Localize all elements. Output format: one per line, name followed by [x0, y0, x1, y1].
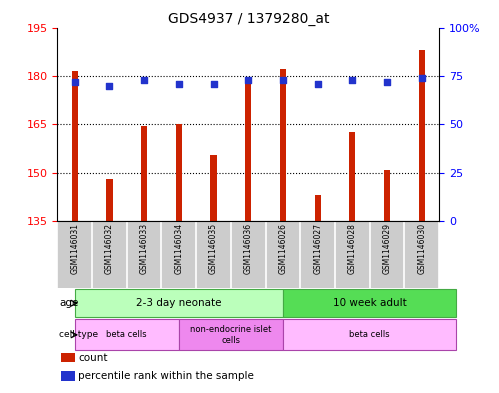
Text: age: age	[59, 298, 79, 308]
Text: non-endocrine islet
cells: non-endocrine islet cells	[190, 325, 271, 345]
Text: GSM1146030: GSM1146030	[417, 223, 426, 274]
Text: count: count	[78, 353, 108, 363]
Text: GSM1146031: GSM1146031	[70, 223, 79, 274]
Bar	[283, 290, 457, 317]
Text: percentile rank within the sample: percentile rank within the sample	[78, 371, 254, 381]
Point	[175, 81, 183, 87]
Text: GSM1146035: GSM1146035	[209, 223, 218, 274]
Text: GSM1146034: GSM1146034	[174, 223, 183, 274]
Point	[314, 81, 322, 87]
Bar	[61, 371, 74, 381]
Bar	[245, 79, 251, 221]
Text: GSM1146026: GSM1146026	[278, 223, 287, 274]
Text: cell type: cell type	[59, 331, 98, 339]
Bar	[61, 353, 74, 362]
Text: GSM1146032: GSM1146032	[105, 223, 114, 274]
Point	[244, 77, 252, 83]
Bar	[349, 132, 355, 221]
Point	[105, 83, 113, 89]
Bar	[419, 50, 425, 221]
Text: beta cells: beta cells	[349, 331, 390, 339]
Bar	[179, 320, 283, 350]
Point	[140, 77, 148, 83]
Point	[279, 77, 287, 83]
Point	[71, 79, 79, 85]
Text: beta cells: beta cells	[106, 331, 147, 339]
Bar	[280, 70, 286, 221]
Bar	[141, 126, 147, 221]
Bar	[314, 195, 321, 221]
Bar	[72, 71, 78, 221]
Text: 10 week adult: 10 week adult	[333, 298, 407, 308]
Bar	[176, 124, 182, 221]
Point	[418, 75, 426, 81]
Point	[348, 77, 356, 83]
Bar	[283, 320, 457, 350]
Text: GSM1146033: GSM1146033	[140, 223, 149, 274]
Bar	[75, 290, 283, 317]
Bar	[106, 179, 113, 221]
Title: GDS4937 / 1379280_at: GDS4937 / 1379280_at	[168, 13, 329, 26]
Text: GSM1146027: GSM1146027	[313, 223, 322, 274]
Bar	[384, 169, 390, 221]
Point	[210, 81, 218, 87]
Bar	[75, 320, 179, 350]
Text: GSM1146029: GSM1146029	[383, 223, 392, 274]
Text: GSM1146036: GSM1146036	[244, 223, 253, 274]
Point	[383, 79, 391, 85]
Bar	[211, 155, 217, 221]
Text: 2-3 day neonate: 2-3 day neonate	[136, 298, 222, 308]
Text: GSM1146028: GSM1146028	[348, 223, 357, 274]
